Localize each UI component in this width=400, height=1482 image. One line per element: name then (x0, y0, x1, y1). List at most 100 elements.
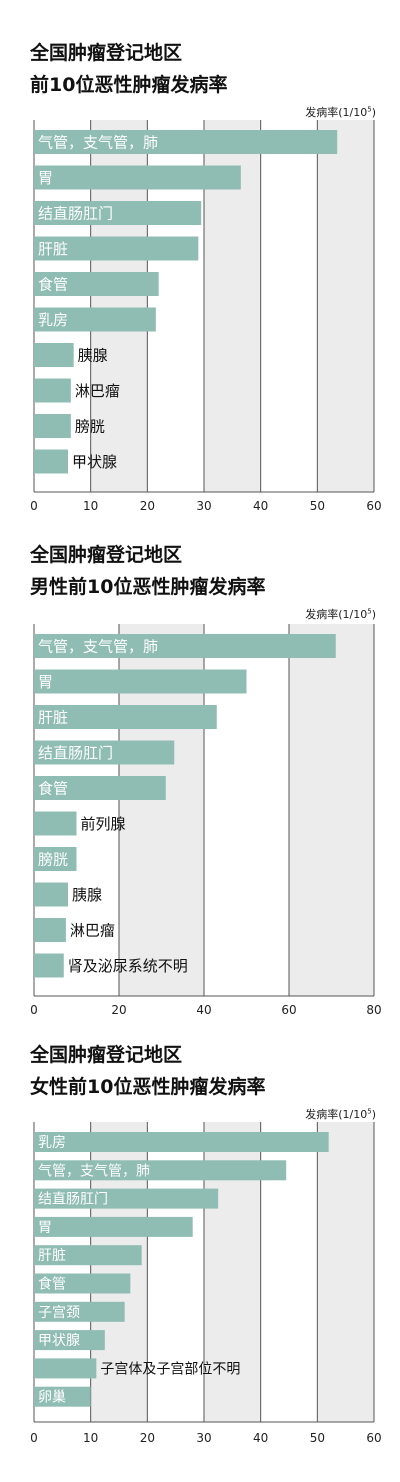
bar-label: 肾及泌尿系统不明 (68, 957, 188, 975)
unit-label: 发病率(1/105) (305, 606, 376, 622)
x-tick-label: 20 (140, 1431, 155, 1445)
bar (34, 1386, 91, 1407)
bar (34, 201, 202, 225)
chart-title: 全国肿瘤登记地区 (30, 1044, 183, 1066)
chart-subtitle: 男性前10位恶性肿瘤发病率 (30, 576, 266, 598)
x-tick-label: 10 (83, 499, 98, 513)
unit-value: (1/10 (338, 106, 368, 119)
unit-value: (1/10 (338, 1108, 368, 1121)
bar (34, 634, 336, 658)
bar (34, 1358, 97, 1379)
bar (34, 705, 217, 729)
unit-exponent: 5 (367, 105, 372, 114)
bar (34, 669, 247, 694)
bar (34, 1216, 193, 1237)
bar-label: 结直肠肛门 (38, 1191, 108, 1208)
bar-label: 气管，支气管，肺 (38, 133, 158, 151)
bar (34, 811, 77, 836)
bar (34, 1273, 131, 1294)
chart-subtitle: 前10位恶性肿瘤发病率 (30, 74, 228, 96)
bar-label: 甲状腺 (72, 453, 117, 471)
bar-label: 食管 (38, 275, 68, 293)
bar-label: 膀胱 (38, 850, 68, 868)
x-tick-label: 40 (253, 1431, 268, 1445)
bar (34, 1188, 219, 1209)
unit-close: ) (371, 1108, 376, 1121)
unit-exponent: 5 (367, 607, 372, 616)
x-tick-label: 30 (196, 499, 211, 513)
x-tick-label: 20 (140, 499, 155, 513)
grid-band (317, 1122, 374, 1422)
bar-label: 子宫体及子宫部位不明 (100, 1361, 240, 1377)
bar-label: 子宫颈 (38, 1305, 80, 1321)
bar-label: 胃 (38, 1220, 52, 1236)
bar (34, 236, 199, 261)
bar-label: 肝脏 (38, 240, 68, 258)
chart-panel-3: 全国肿瘤登记地区 女性前10位恶性肿瘤发病率 发病率(1/105) 乳房气管，支… (0, 1000, 400, 1468)
bar-label: 甲状腺 (38, 1333, 80, 1349)
unit-label: 发病率(1/105) (305, 1106, 376, 1122)
x-tick-label: 60 (366, 499, 381, 513)
x-tick-label: 20 (111, 1003, 126, 1017)
x-tick-label: 40 (196, 1003, 211, 1017)
bar (34, 343, 74, 367)
x-tick-label: 40 (253, 499, 268, 513)
bar-label: 结直肠肛门 (38, 744, 113, 762)
bar (34, 130, 338, 154)
bar (34, 414, 71, 438)
unit-label: 发病率(1/105) (305, 104, 376, 120)
unit-value: (1/10 (338, 608, 368, 621)
bar-label: 乳房 (38, 1135, 66, 1151)
x-tick-label: 50 (310, 499, 325, 513)
unit-close: ) (371, 608, 376, 621)
bar (34, 740, 175, 765)
x-tick-label: 50 (310, 1431, 325, 1445)
bar-label: 乳房 (38, 311, 68, 329)
bar (34, 307, 156, 332)
x-tick-label: 10 (83, 1431, 98, 1445)
x-tick-label: 0 (30, 1003, 38, 1017)
bar (34, 918, 66, 942)
bar (34, 1160, 287, 1181)
chart-panel-2: 全国肿瘤登记地区 男性前10位恶性肿瘤发病率 发病率(1/105) 气管，支气管… (0, 520, 400, 1017)
bar-label: 食管 (38, 1276, 66, 1293)
x-tick-label: 0 (30, 499, 38, 513)
x-tick-label: 60 (281, 1003, 296, 1017)
unit-label-text: 发病率 (305, 106, 339, 119)
bar (34, 1132, 329, 1152)
bar (34, 378, 71, 403)
bar-label: 结直肠肛门 (38, 204, 113, 222)
bar (34, 272, 159, 296)
bar (34, 1245, 142, 1266)
chart-subtitle: 女性前10位恶性肿瘤发病率 (30, 1076, 266, 1098)
x-tick-label: 0 (30, 1431, 38, 1445)
bar (34, 882, 68, 907)
bar-label: 胰腺 (78, 346, 108, 364)
chart-title: 全国肿瘤登记地区 (30, 544, 183, 566)
bar-label: 气管，支气管，肺 (38, 637, 158, 655)
chart-title: 全国肿瘤登记地区 (30, 42, 183, 64)
bar-label: 卵巢 (38, 1390, 66, 1406)
bar-label: 肝脏 (38, 1248, 66, 1264)
bar-label: 膀胱 (75, 417, 105, 435)
chart-panel-1: 全国肿瘤登记地区 前10位恶性肿瘤发病率 发病率(1/105) 气管，支气管，肺… (0, 0, 400, 520)
unit-label-text: 发病率 (305, 1108, 339, 1121)
grid-band (289, 624, 374, 996)
bar (34, 953, 64, 978)
bar-label: 胃 (38, 169, 53, 187)
grid-band (317, 120, 374, 492)
bar-label: 淋巴瘤 (70, 921, 115, 939)
bar (34, 449, 68, 474)
bar-label: 胰腺 (72, 886, 102, 904)
bar (34, 847, 77, 871)
bar-label: 胃 (38, 673, 53, 691)
bar (34, 776, 166, 800)
bar-label: 气管，支气管，肺 (38, 1163, 150, 1179)
unit-exponent: 5 (367, 1107, 372, 1116)
bar-label: 前列腺 (81, 815, 126, 833)
bar (34, 1330, 105, 1351)
bar-label: 淋巴瘤 (75, 382, 120, 400)
bar (34, 1301, 125, 1322)
